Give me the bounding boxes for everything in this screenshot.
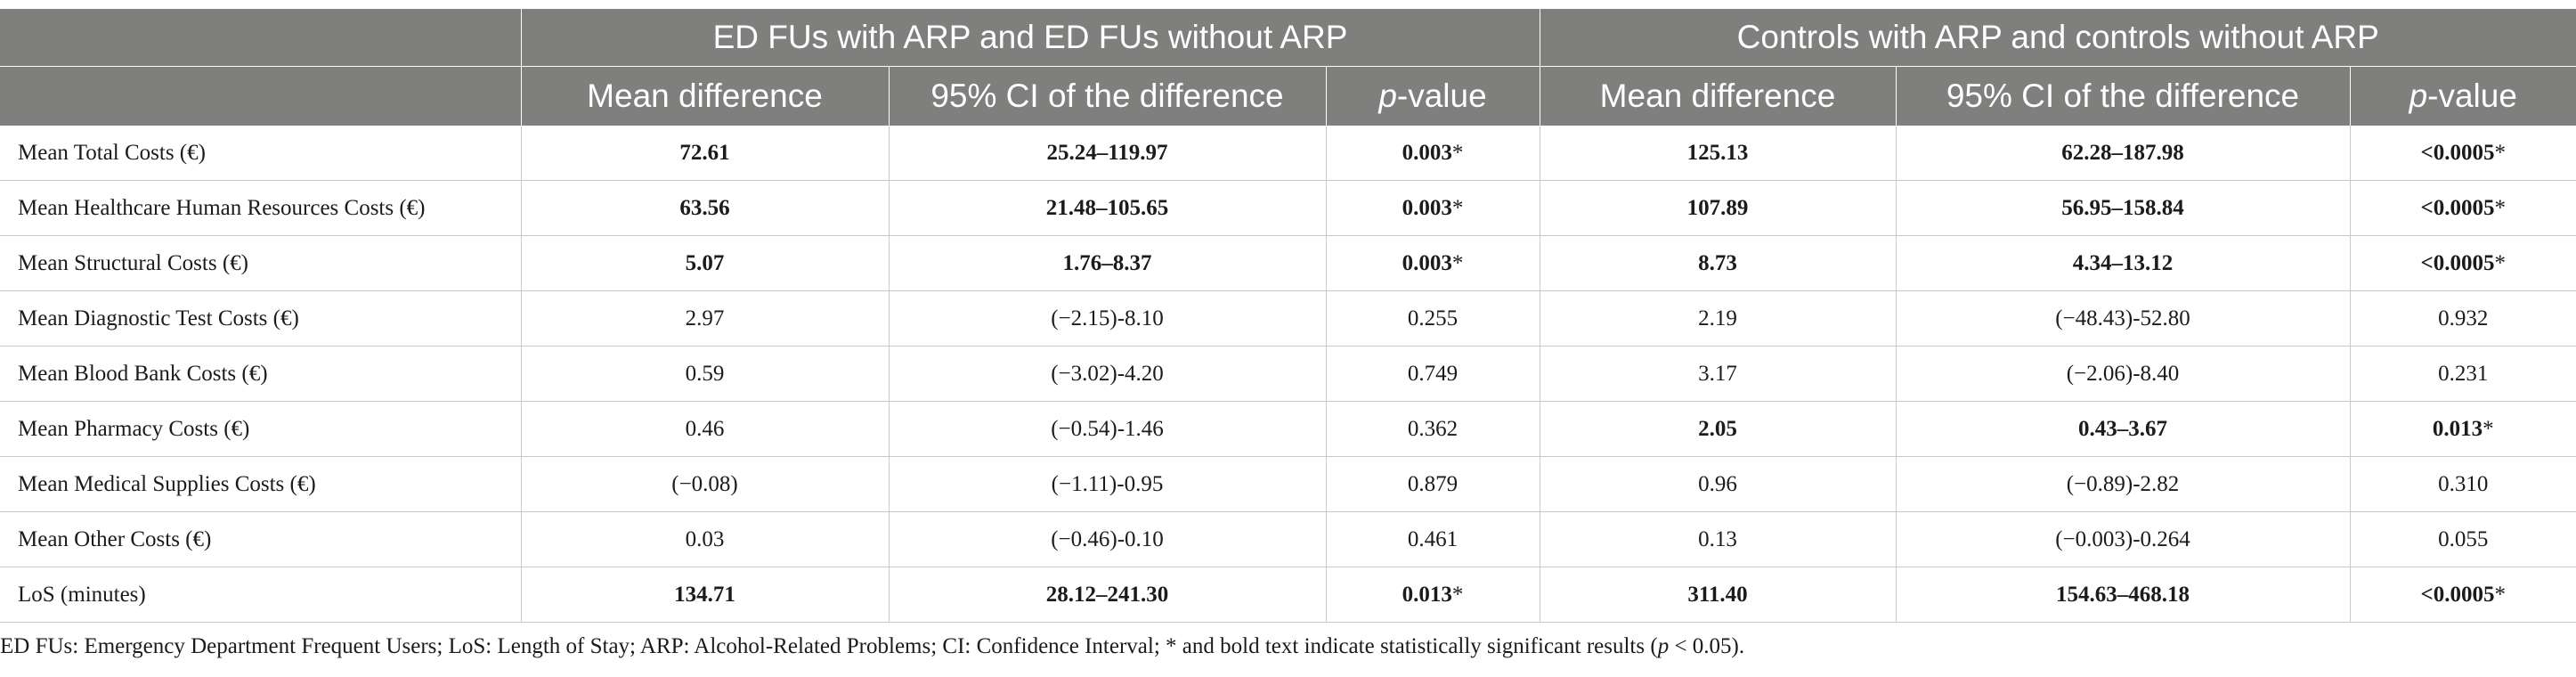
ed-mean-difference: 5.07 [520,235,889,291]
control-mean-difference: 2.19 [1539,290,1896,347]
header-blank-cell [0,9,521,67]
ed-p-value: 0.879 [1325,456,1540,512]
ed-p-value: 0.003* [1325,235,1540,291]
ed-mean-difference: (−0.08) [520,456,889,512]
control-ci: (−48.43)-52.80 [1895,290,2350,347]
group-header-ed-fus: ED FUs with ARP and ED FUs without ARP [520,9,1540,67]
row-label: Mean Medical Supplies Costs (€) [0,456,521,512]
table-header: ED FUs with ARP and ED FUs without ARP C… [0,9,2576,126]
control-p-value: 0.013* [2349,401,2576,457]
control-p-value: 0.055 [2349,511,2576,567]
ed-ci: 21.48–105.65 [888,180,1326,236]
control-p-value: <0.0005* [2349,180,2576,236]
control-ci: 0.43–3.67 [1895,401,2350,457]
row-label: Mean Diagnostic Test Costs (€) [0,290,521,347]
table-body: Mean Total Costs (€) 72.61 25.24–119.97 … [0,126,2576,623]
ed-mean-difference: 0.03 [520,511,889,567]
ed-p-value: 0.013* [1325,567,1540,623]
ed-mean-difference: 134.71 [520,567,889,623]
control-mean-difference: 8.73 [1539,235,1896,291]
control-p-value: <0.0005* [2349,235,2576,291]
header-blank-cell [0,66,521,126]
ed-ci: 28.12–241.30 [888,567,1326,623]
table-row: Mean Structural Costs (€) 5.07 1.76–8.37… [0,235,2576,291]
control-p-value: 0.310 [2349,456,2576,512]
table-row: Mean Other Costs (€) 0.03 (−0.46)-0.10 0… [0,511,2576,567]
ed-p-value: 0.255 [1325,290,1540,347]
control-ci: (−0.89)-2.82 [1895,456,2350,512]
ed-p-value: 0.749 [1325,346,1540,402]
row-label: Mean Blood Bank Costs (€) [0,346,521,402]
ed-ci: (−0.54)-1.46 [888,401,1326,457]
group-header-controls: Controls with ARP and controls without A… [1539,9,2576,67]
ed-ci: 25.24–119.97 [888,126,1326,181]
ed-mean-difference: 0.46 [520,401,889,457]
ed-mean-difference: 0.59 [520,346,889,402]
control-ci: 56.95–158.84 [1895,180,2350,236]
table-row: LoS (minutes) 134.71 28.12–241.30 0.013*… [0,567,2576,623]
table-row: Mean Diagnostic Test Costs (€) 2.97 (−2.… [0,290,2576,347]
ed-ci: 1.76–8.37 [888,235,1326,291]
row-label: Mean Structural Costs (€) [0,235,521,291]
control-mean-difference: 3.17 [1539,346,1896,402]
control-p-value: 0.932 [2349,290,2576,347]
table-row: Mean Pharmacy Costs (€) 0.46 (−0.54)-1.4… [0,401,2576,457]
ed-p-value: 0.003* [1325,126,1540,181]
control-ci: (−2.06)-8.40 [1895,346,2350,402]
row-label: Mean Other Costs (€) [0,511,521,567]
control-ci: 154.63–468.18 [1895,567,2350,623]
control-mean-difference: 125.13 [1539,126,1896,181]
ed-p-value: 0.461 [1325,511,1540,567]
ed-p-value: 0.003* [1325,180,1540,236]
control-mean-difference: 0.96 [1539,456,1896,512]
ed-ci: (−2.15)-8.10 [888,290,1326,347]
ed-mean-difference: 72.61 [520,126,889,181]
ed-mean-difference: 63.56 [520,180,889,236]
ed-p-value: 0.362 [1325,401,1540,457]
control-ci: 4.34–13.12 [1895,235,2350,291]
control-p-value: <0.0005* [2349,567,2576,623]
row-label: Mean Pharmacy Costs (€) [0,401,521,457]
col-header-mean-difference: Mean difference [1539,66,1896,126]
control-mean-difference: 107.89 [1539,180,1896,236]
row-label: LoS (minutes) [0,567,521,623]
cost-comparison-table: ED FUs with ARP and ED FUs without ARP C… [0,9,2576,623]
control-mean-difference: 311.40 [1539,567,1896,623]
control-mean-difference: 0.13 [1539,511,1896,567]
col-header-p-value: p-value [1325,66,1540,126]
table-row: Mean Healthcare Human Resources Costs (€… [0,180,2576,236]
control-ci: 62.28–187.98 [1895,126,2350,181]
table-row: Mean Blood Bank Costs (€) 0.59 (−3.02)-4… [0,346,2576,402]
row-label: Mean Healthcare Human Resources Costs (€… [0,180,521,236]
table-row: Mean Total Costs (€) 72.61 25.24–119.97 … [0,126,2576,181]
control-ci: (−0.003)-0.264 [1895,511,2350,567]
control-p-value: <0.0005* [2349,126,2576,181]
row-label: Mean Total Costs (€) [0,126,521,181]
col-header-mean-difference: Mean difference [520,66,889,126]
ed-ci: (−3.02)-4.20 [888,346,1326,402]
ed-ci: (−1.11)-0.95 [888,456,1326,512]
col-header-ci: 95% CI of the difference [1895,66,2350,126]
col-header-ci: 95% CI of the difference [888,66,1326,126]
table-row: Mean Medical Supplies Costs (€) (−0.08) … [0,456,2576,512]
col-header-p-value: p-value [2349,66,2576,126]
table-footnote: ED FUs: Emergency Department Frequent Us… [0,634,1745,658]
ed-mean-difference: 2.97 [520,290,889,347]
control-mean-difference: 2.05 [1539,401,1896,457]
control-p-value: 0.231 [2349,346,2576,402]
ed-ci: (−0.46)-0.10 [888,511,1326,567]
